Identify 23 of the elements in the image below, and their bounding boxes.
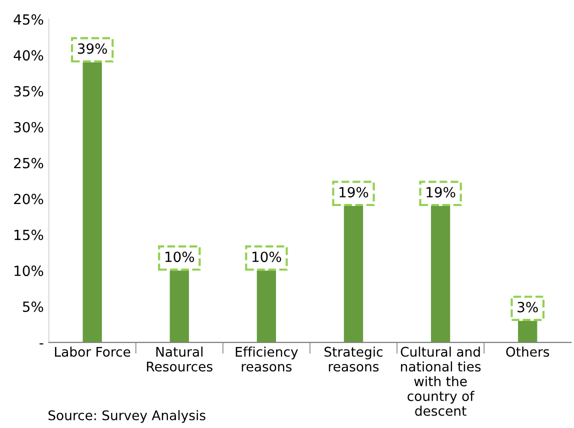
data-label: 3% — [518, 302, 538, 312]
y-tick-label: 10% — [14, 266, 44, 276]
x-tick-label: Natural Resources — [146, 346, 212, 372]
y-tick-label: 45% — [14, 14, 44, 25]
y-tick-label: 20% — [14, 194, 44, 204]
x-tick-label: Cultural and national ties with the country of descent — [400, 346, 481, 416]
x-tick-label: Others — [506, 346, 550, 357]
y-tick-label: 40% — [14, 50, 44, 61]
data-label: 19% — [426, 186, 456, 198]
x-tick-label: Labor Force — [55, 346, 130, 357]
y-tick-label: - — [40, 343, 44, 344]
y-tick-label: 15% — [14, 230, 44, 240]
data-label: 10% — [165, 252, 194, 262]
x-tick-label: Strategic reasons — [324, 346, 382, 372]
data-label: 10% — [252, 252, 282, 262]
source-note: Source: Survey Analysis — [48, 410, 206, 423]
y-tick-label: 35% — [14, 86, 44, 97]
data-label: 39% — [78, 43, 107, 54]
x-tick-label: Efficiency reasons — [236, 346, 298, 372]
data-label: 19% — [340, 186, 368, 198]
y-tick-label: 30% — [14, 122, 44, 132]
y-tick-label: 25% — [14, 158, 44, 168]
y-tick-label: 5% — [22, 301, 44, 312]
